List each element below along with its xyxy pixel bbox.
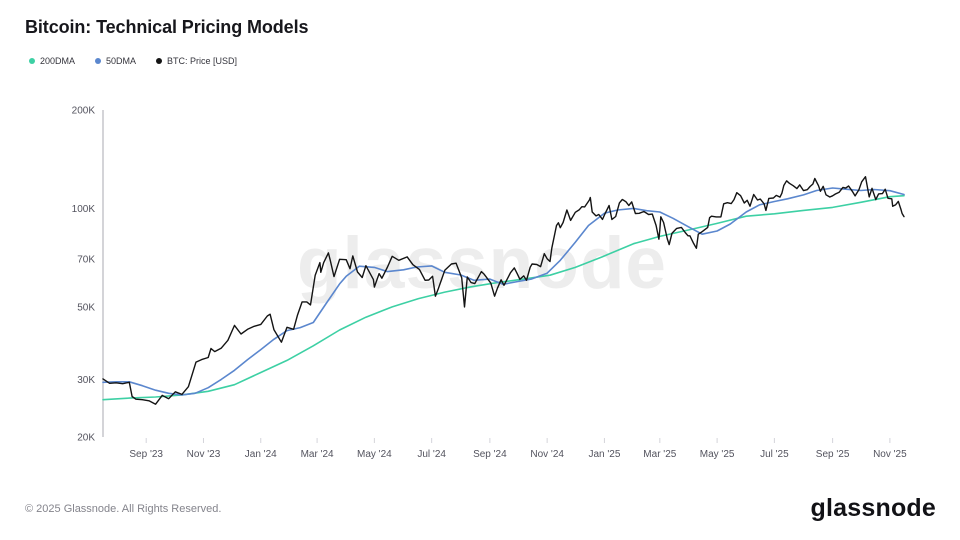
legend-label-200dma: 200DMA [40, 56, 76, 66]
svg-text:20K: 20K [77, 433, 95, 444]
svg-text:Jan '25: Jan '25 [588, 449, 620, 460]
legend-dot-50dma-icon [95, 58, 102, 64]
legend-dot-btc-price-icon [156, 58, 163, 64]
x-axis: Sep '23 Nov '23 Jan '24 Mar '24 May '24 Jul '… [129, 438, 907, 460]
svg-text:Sep '23: Sep '23 [129, 449, 163, 460]
svg-text:May '24: May '24 [357, 449, 392, 460]
glassnode-logo[interactable]: glassnode [810, 494, 936, 522]
page-title: Bitcoin: Technical Pricing Models [25, 17, 309, 37]
svg-text:Mar '25: Mar '25 [643, 449, 676, 460]
svg-text:May '25: May '25 [700, 449, 735, 460]
svg-text:Nov '25: Nov '25 [873, 449, 907, 460]
series-btc-price-line [102, 175, 905, 405]
chart-legend: 200DMA 50DMA BTC: Price [USD] [29, 56, 237, 66]
legend-label-50dma: 50DMA [106, 56, 137, 66]
svg-text:100K: 100K [72, 204, 96, 215]
svg-text:Mar '24: Mar '24 [301, 449, 334, 460]
svg-text:Jul '25: Jul '25 [760, 449, 789, 460]
price-chart: glassnode 200K 100K 70K 50K 30K 20K Sep '23 No… [72, 106, 907, 461]
svg-text:Nov '24: Nov '24 [530, 449, 564, 460]
svg-text:Jan '24: Jan '24 [245, 449, 277, 460]
legend-item-btc-price[interactable]: BTC: Price [USD] [156, 56, 237, 66]
svg-text:70K: 70K [77, 255, 95, 266]
legend-dot-200dma-icon [29, 58, 35, 64]
y-axis: 200K 100K 70K 50K 30K 20K [72, 106, 104, 444]
copyright-text: © 2025 Glassnode. All Rights Reserved. [25, 503, 222, 515]
svg-text:50K: 50K [77, 302, 95, 313]
svg-text:30K: 30K [77, 375, 95, 386]
svg-text:Nov '23: Nov '23 [187, 449, 221, 460]
legend-label-btc-price: BTC: Price [USD] [167, 56, 238, 66]
svg-text:200K: 200K [72, 106, 96, 117]
svg-text:Sep '24: Sep '24 [473, 449, 507, 460]
svg-text:Sep '25: Sep '25 [816, 449, 850, 460]
svg-text:Jul '24: Jul '24 [417, 449, 446, 460]
glassnode-watermark: glassnode [297, 223, 667, 304]
legend-item-200dma[interactable]: 200DMA [29, 56, 75, 66]
legend-item-50dma[interactable]: 50DMA [95, 56, 136, 66]
